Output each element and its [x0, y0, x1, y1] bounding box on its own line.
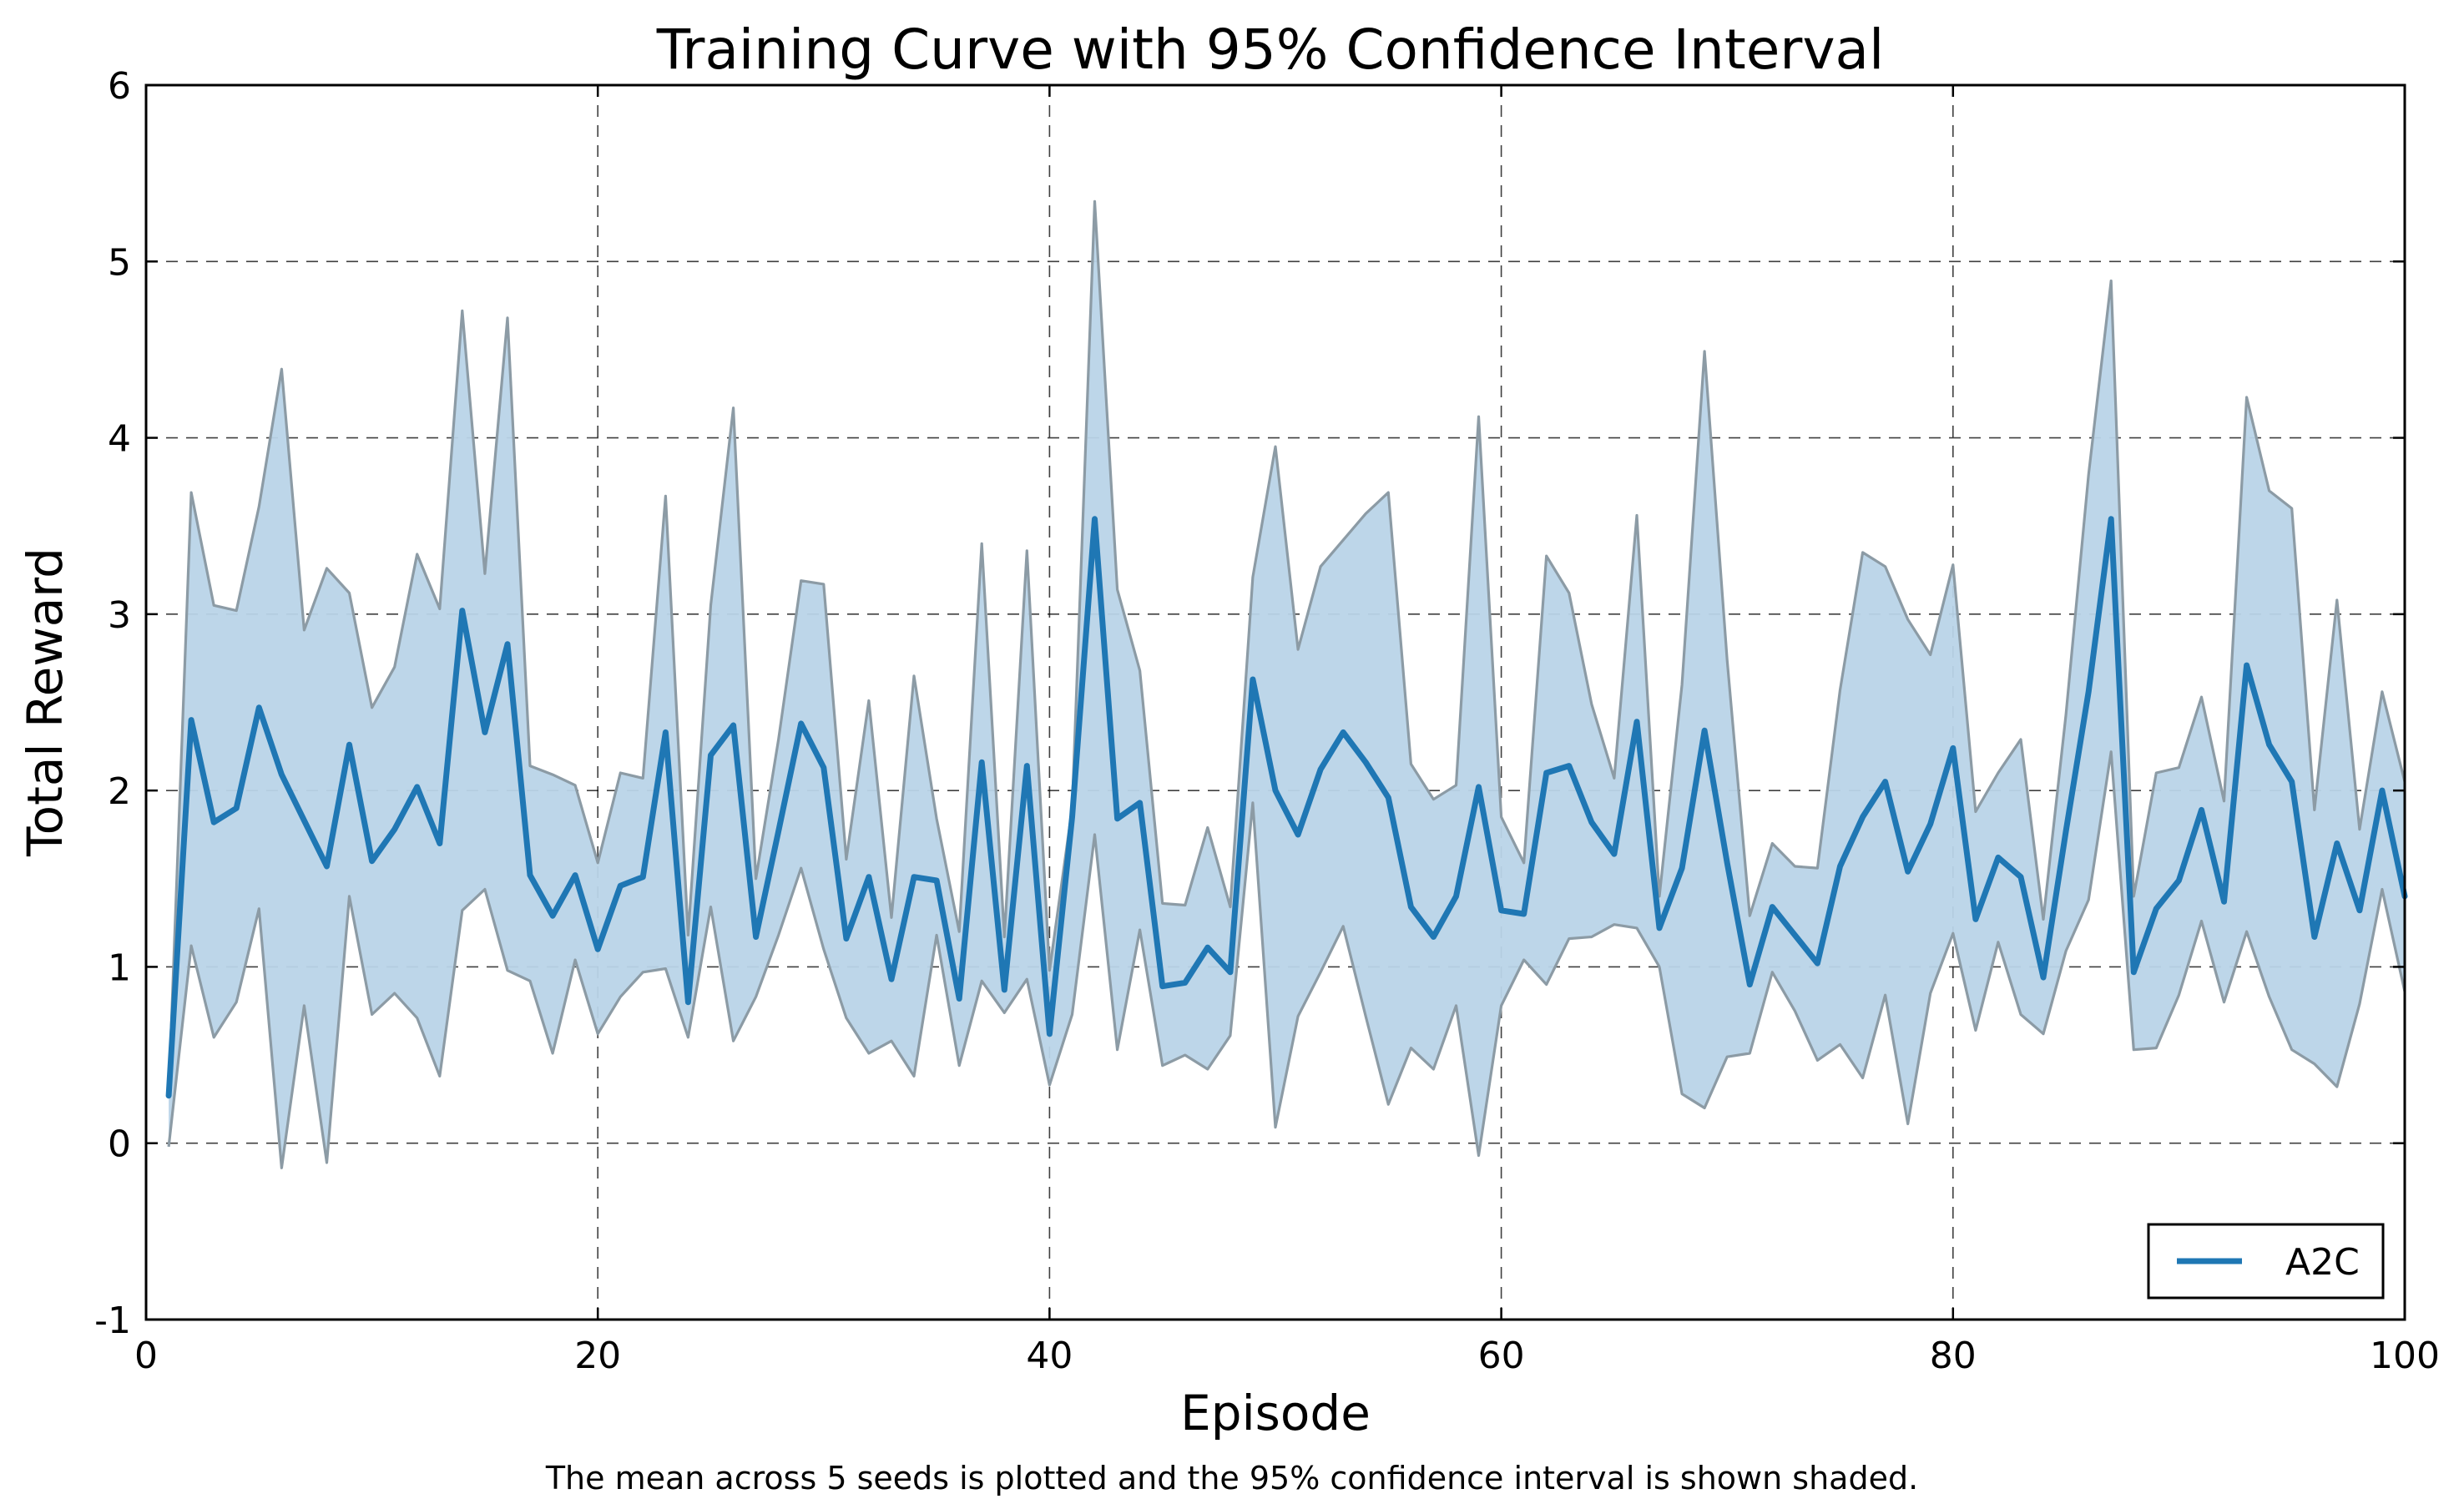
legend-label-a2c: A2C: [2285, 1241, 2360, 1284]
y-axis-ticks: -1 0 1 2 3 4 5 6: [94, 65, 2405, 1342]
y-tick-label: 5: [108, 241, 131, 284]
confidence-upper-edge: [167, 199, 2406, 1096]
mean-line-layer: [165, 516, 2408, 1099]
y-tick-label: 4: [108, 418, 131, 461]
confidence-lower-edge: [167, 750, 2406, 1169]
x-tick-label: 40: [1026, 1335, 1073, 1377]
y-tick-label: 2: [108, 770, 131, 813]
plot-frame: [144, 83, 2406, 1321]
x-tick-label: 20: [574, 1335, 621, 1377]
y-tick-label: 0: [108, 1123, 131, 1166]
x-tick-label: 80: [1930, 1335, 1977, 1377]
x-tick-label: 60: [1478, 1335, 1525, 1377]
y-tick-label: 1: [108, 946, 131, 989]
y-tick-label: -1: [94, 1300, 131, 1342]
confidence-band-layer: [167, 199, 2406, 1169]
x-tick-label: 0: [134, 1335, 158, 1377]
legend-box: [2147, 1223, 2385, 1300]
y-tick-label: 3: [108, 594, 131, 637]
chart-title: Training Curve with 95% Confidence Inter…: [656, 18, 1885, 82]
legend: A2C: [2147, 1223, 2385, 1300]
x-axis-ticks: 0 20 40 60 80 100: [134, 85, 2440, 1377]
y-axis-label: Total Reward: [17, 548, 73, 857]
confidence-band: [169, 201, 2405, 1168]
series-line-a2c: [165, 516, 2408, 1099]
y-tick-label: 6: [108, 65, 131, 108]
x-tick-label: 100: [2370, 1335, 2440, 1377]
chart-caption: The mean across 5 seeds is plotted and t…: [545, 1460, 1918, 1496]
x-axis-label: Episode: [1180, 1385, 1371, 1441]
